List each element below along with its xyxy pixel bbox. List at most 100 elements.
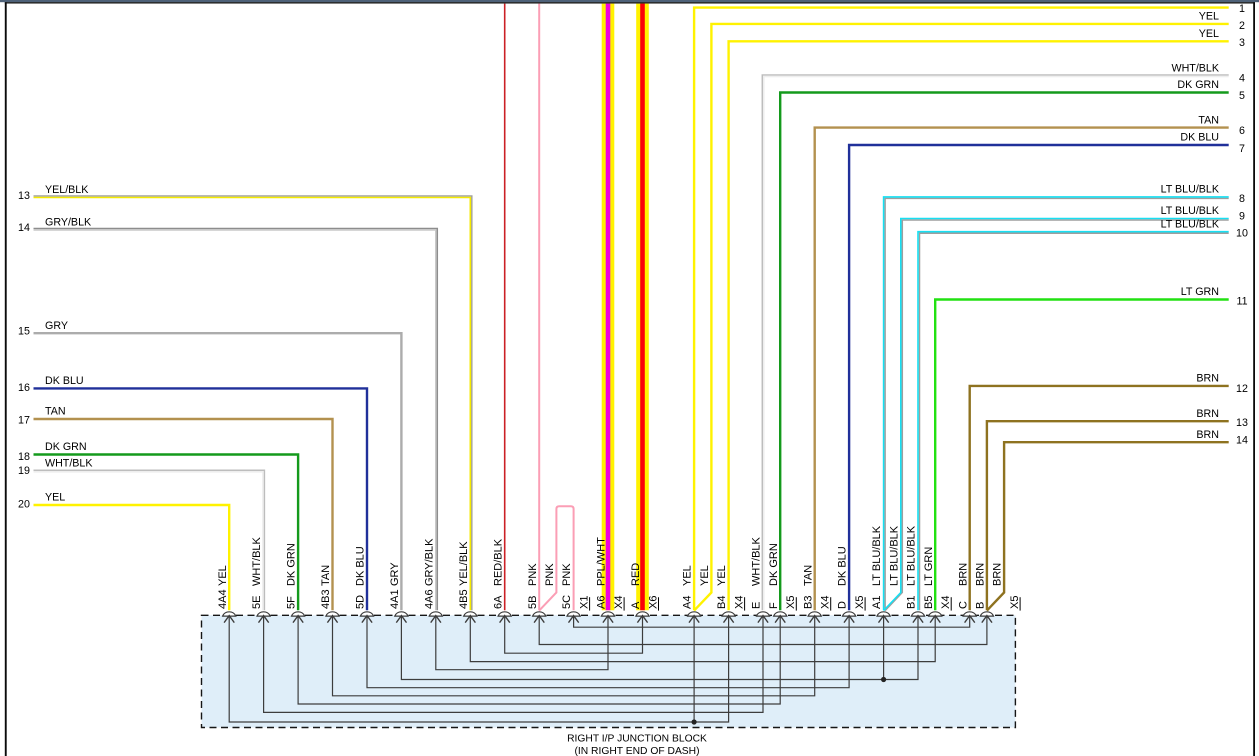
svg-text:DK GRN: DK GRN — [45, 441, 87, 453]
svg-text:BRN: BRN — [975, 563, 987, 586]
svg-text:16: 16 — [18, 382, 30, 394]
svg-text:LT BLU/BLK: LT BLU/BLK — [1161, 184, 1220, 196]
svg-text:C: C — [957, 601, 969, 609]
svg-text:5F: 5F — [286, 596, 298, 609]
svg-text:DK GRN: DK GRN — [1177, 79, 1219, 91]
svg-text:X4: X4 — [613, 596, 625, 609]
svg-text:DK GRN: DK GRN — [286, 543, 298, 586]
svg-text:(IN RIGHT END OF DASH): (IN RIGHT END OF DASH) — [574, 746, 699, 756]
svg-text:6A: 6A — [492, 595, 504, 609]
svg-text:DK BLU: DK BLU — [1180, 132, 1219, 144]
svg-text:13: 13 — [1236, 417, 1248, 429]
svg-text:YEL: YEL — [217, 565, 229, 586]
svg-text:LT BLU/BLK: LT BLU/BLK — [906, 525, 918, 586]
svg-text:A6: A6 — [596, 596, 608, 609]
svg-text:5C: 5C — [561, 595, 573, 609]
svg-text:14: 14 — [1236, 435, 1248, 447]
svg-text:2: 2 — [1239, 20, 1245, 32]
svg-text:17: 17 — [18, 415, 30, 427]
svg-text:X4: X4 — [733, 596, 745, 609]
svg-text:BRN: BRN — [992, 563, 1004, 586]
svg-text:E: E — [751, 602, 763, 609]
svg-text:DK BLU: DK BLU — [355, 546, 367, 586]
svg-text:B4: B4 — [716, 596, 728, 609]
svg-text:5E: 5E — [251, 596, 263, 609]
svg-text:X1: X1 — [578, 596, 590, 609]
svg-text:TAN: TAN — [45, 406, 66, 418]
svg-text:YEL: YEL — [1199, 11, 1219, 23]
svg-text:GRY/BLK: GRY/BLK — [45, 217, 92, 229]
svg-text:LT BLU/BLK: LT BLU/BLK — [1161, 218, 1220, 230]
svg-text:TAN: TAN — [1198, 114, 1219, 126]
svg-text:BRN: BRN — [957, 563, 969, 586]
svg-text:WHT/BLK: WHT/BLK — [45, 458, 93, 470]
svg-text:4A1: 4A1 — [389, 589, 401, 609]
svg-text:BRN: BRN — [1196, 408, 1219, 420]
svg-text:8: 8 — [1239, 193, 1245, 205]
svg-text:4B3: 4B3 — [320, 589, 332, 609]
svg-text:GRY: GRY — [389, 562, 401, 586]
svg-text:PPL/WHT: PPL/WHT — [596, 537, 608, 586]
svg-text:18: 18 — [18, 451, 30, 463]
svg-text:YEL/BLK: YEL/BLK — [458, 541, 470, 586]
svg-text:LT BLU/BLK: LT BLU/BLK — [871, 525, 883, 586]
svg-text:PNK: PNK — [561, 563, 573, 586]
svg-text:B1: B1 — [906, 596, 918, 609]
svg-text:X5: X5 — [785, 596, 797, 609]
svg-text:B5: B5 — [923, 596, 935, 609]
svg-text:LT GRN: LT GRN — [923, 547, 935, 586]
svg-text:WHT/BLK: WHT/BLK — [1171, 63, 1219, 75]
svg-text:B: B — [975, 602, 987, 609]
svg-text:WHT/BLK: WHT/BLK — [751, 536, 763, 586]
svg-text:LT BLU/BLK: LT BLU/BLK — [888, 525, 900, 586]
svg-text:9: 9 — [1239, 210, 1245, 222]
svg-text:7: 7 — [1239, 143, 1245, 155]
svg-text:YEL: YEL — [45, 492, 65, 504]
svg-text:GRY: GRY — [45, 320, 68, 332]
svg-text:19: 19 — [18, 465, 30, 477]
svg-text:4A6: 4A6 — [423, 589, 435, 609]
svg-text:A: A — [630, 601, 642, 609]
svg-text:3: 3 — [1239, 37, 1245, 49]
svg-text:13: 13 — [18, 190, 30, 202]
svg-text:5: 5 — [1239, 90, 1245, 102]
svg-text:1: 1 — [1239, 3, 1245, 15]
svg-text:GRY/BLK: GRY/BLK — [423, 538, 435, 586]
svg-text:B3: B3 — [802, 596, 814, 609]
svg-text:DK BLU: DK BLU — [837, 546, 849, 586]
svg-text:5D: 5D — [355, 595, 367, 609]
svg-text:6: 6 — [1239, 125, 1245, 137]
svg-text:PNK: PNK — [544, 563, 556, 586]
svg-text:20: 20 — [18, 498, 30, 510]
svg-text:X5: X5 — [854, 596, 866, 609]
svg-text:A1: A1 — [871, 596, 883, 609]
svg-text:14: 14 — [18, 222, 30, 234]
svg-text:YEL: YEL — [682, 565, 694, 586]
svg-text:RED/BLK: RED/BLK — [492, 538, 504, 586]
svg-text:X4: X4 — [820, 596, 832, 609]
svg-text:RED: RED — [630, 563, 642, 586]
svg-text:LT BLU/BLK: LT BLU/BLK — [1161, 205, 1220, 217]
svg-text:LT GRN: LT GRN — [1181, 286, 1219, 298]
svg-text:X4: X4 — [940, 596, 952, 609]
svg-text:A4: A4 — [682, 596, 694, 609]
svg-text:DK GRN: DK GRN — [768, 543, 780, 586]
svg-text:TAN: TAN — [320, 565, 332, 586]
svg-text:12: 12 — [1236, 383, 1248, 395]
svg-text:D: D — [837, 601, 849, 609]
svg-text:YEL/BLK: YEL/BLK — [45, 184, 89, 196]
svg-text:BRN: BRN — [1196, 429, 1219, 441]
svg-text:F: F — [768, 602, 780, 609]
svg-text:WHT/BLK: WHT/BLK — [251, 536, 263, 586]
svg-text:X6: X6 — [647, 596, 659, 609]
svg-text:YEL: YEL — [699, 565, 711, 586]
svg-text:PNK: PNK — [527, 563, 539, 586]
svg-text:RIGHT I/P JUNCTION BLOCK: RIGHT I/P JUNCTION BLOCK — [567, 734, 707, 745]
svg-text:YEL: YEL — [1199, 28, 1219, 40]
svg-text:DK BLU: DK BLU — [45, 375, 84, 387]
svg-text:5B: 5B — [527, 596, 539, 609]
svg-text:4: 4 — [1239, 73, 1245, 85]
svg-text:10: 10 — [1236, 227, 1248, 239]
svg-text:X5: X5 — [1009, 596, 1021, 609]
svg-text:4A4: 4A4 — [217, 589, 229, 609]
